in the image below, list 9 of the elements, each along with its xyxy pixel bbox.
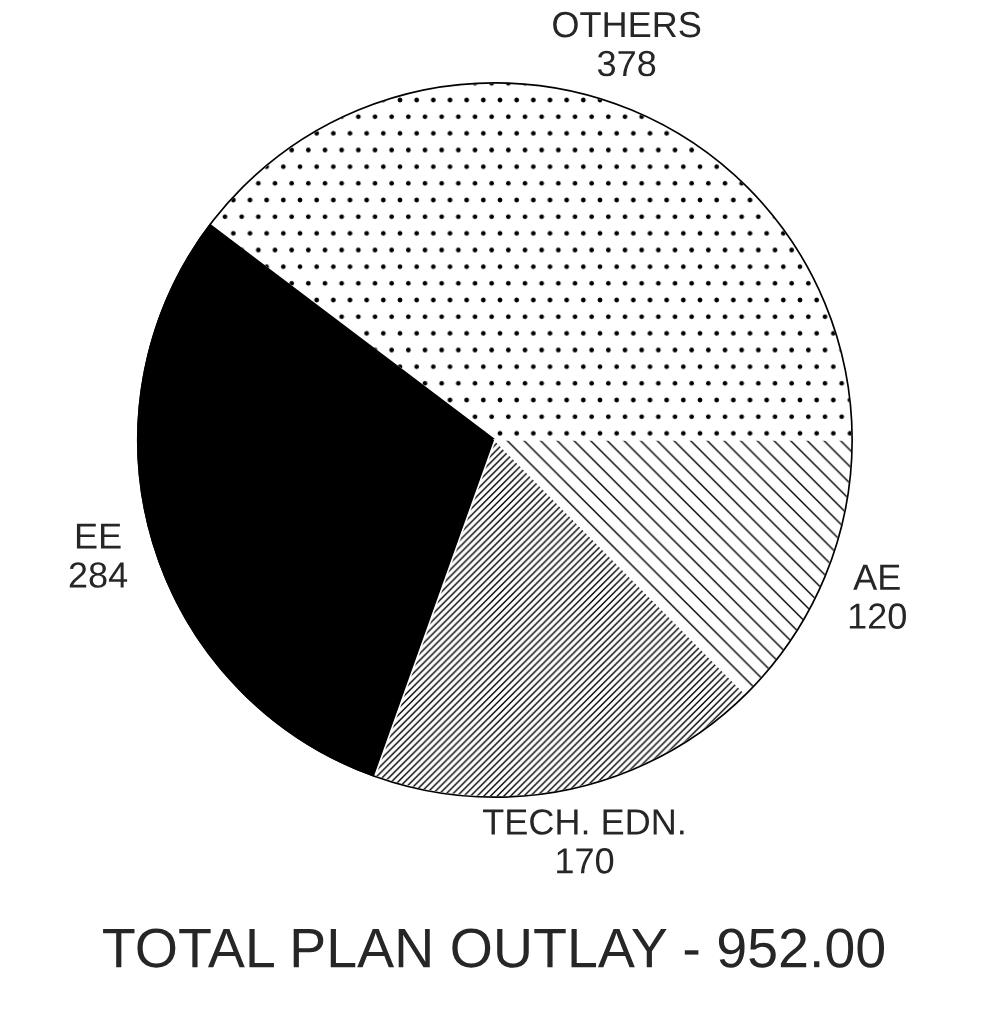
slice-label: EE — [76, 523, 121, 549]
data-label: 284 — [69, 562, 128, 588]
data-label: 378 — [597, 50, 656, 77]
data-label: 170 — [557, 848, 614, 874]
data-label: 120 — [849, 603, 906, 629]
slice-label: OTHERS — [553, 11, 701, 38]
text: TOTAL PLAN OUTLAY - 952.00 — [103, 928, 885, 968]
slice-label: AE — [853, 564, 900, 590]
slice-label: TECH. EDN. — [483, 809, 684, 835]
